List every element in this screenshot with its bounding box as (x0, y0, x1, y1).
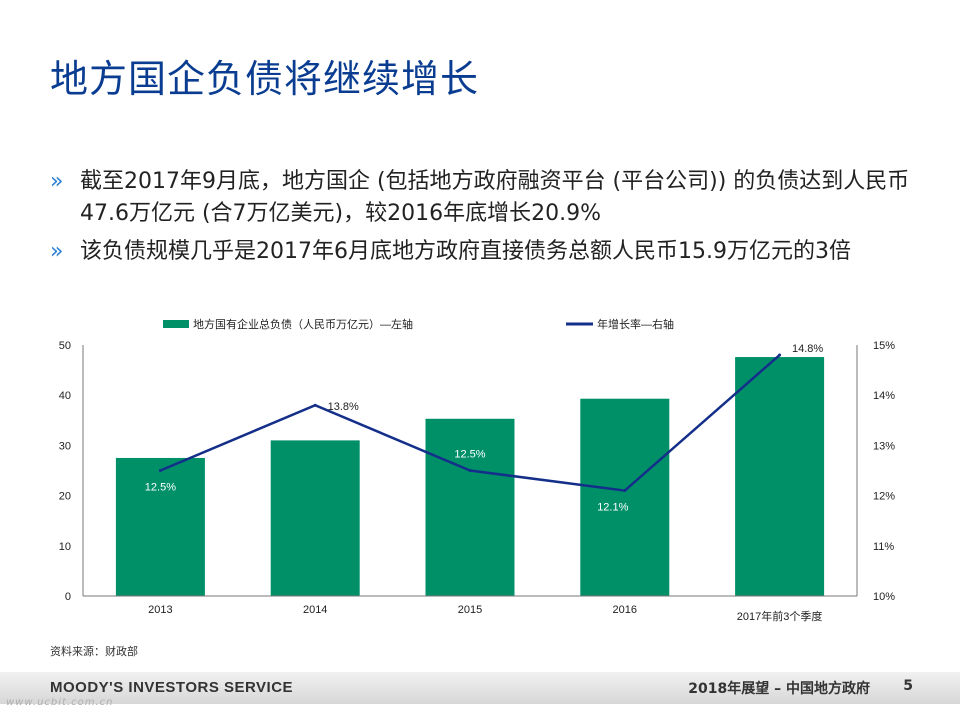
bullet-item: » 截至2017年9月底，地方国企 (包括地方政府融资平台 (平台公司)) 的负… (50, 166, 910, 230)
growth-rate-point (778, 353, 782, 357)
footer-bar (0, 672, 960, 704)
right-tick-label: 10% (873, 591, 895, 603)
growth-data-label: 14.8% (792, 343, 823, 355)
legend-bar-label: 地方国有企业总负债（人民币万亿元）—左轴 (193, 317, 413, 331)
right-tick-label: 13% (873, 440, 895, 452)
left-tick-label: 10 (59, 541, 71, 553)
right-tick-label: 11% (873, 541, 894, 553)
debt-growth-chart: 地方国有企业总负债（人民币万亿元）—左轴 年增长率—右轴 0 10 20 30 40 50 10… (59, 317, 895, 623)
left-tick-label: 0 (65, 591, 71, 603)
x-tick-label: 2015 (458, 604, 482, 616)
left-tick-label: 30 (59, 440, 71, 452)
bullet-text: 截至2017年9月底，地方国企 (包括地方政府融资平台 (平台公司)) 的负债达… (80, 169, 910, 226)
bullet-list: » 截至2017年9月底，地方国企 (包括地方政府融资平台 (平台公司)) 的负… (50, 166, 910, 274)
bar-2016 (580, 398, 670, 596)
x-tick-label: 2016 (613, 604, 637, 616)
right-tick-label: 12% (873, 491, 895, 503)
left-tick-label: 50 (59, 340, 71, 352)
growth-data-label: 12.5% (145, 482, 176, 494)
page-number: 5 (903, 678, 913, 694)
bullet-item: » 该负债规模几乎是2017年6月底地方政府直接债务总额人民币15.9万亿元的3… (50, 236, 910, 268)
footer-brand: MOODY'S INVESTORS SERVICE (50, 679, 294, 696)
growth-data-label: 13.8% (328, 401, 359, 413)
legend-line-label: 年增长率—右轴 (597, 317, 674, 331)
legend-bar-swatch (163, 320, 189, 328)
slide-title: 地方国企负债将继续增长 (50, 57, 480, 101)
watermark: www.ucbit.com.cn (6, 697, 114, 708)
growth-data-label: 12.5% (454, 449, 485, 461)
bullet-text: 该负债规模几乎是2017年6月底地方政府直接债务总额人民币15.9万亿元的3倍 (80, 239, 851, 264)
right-tick-label: 15% (873, 340, 895, 352)
bar-2017年前3个季度 (735, 357, 825, 596)
bullet-marker-icon: » (50, 169, 64, 194)
growth-data-label: 12.1% (597, 502, 628, 514)
source-note: 资料来源：财政部 (50, 645, 138, 658)
right-tick-label: 14% (873, 390, 895, 402)
bar-2013 (115, 457, 205, 596)
growth-rate-point (623, 489, 627, 493)
x-tick-label: 2017年前3个季度 (737, 609, 823, 623)
bullet-marker-icon: » (50, 239, 64, 264)
footer-report-title: 2018年展望 – 中国地方政府 (688, 681, 870, 697)
bar-2015 (425, 418, 515, 596)
left-tick-label: 20 (59, 491, 71, 503)
growth-rate-point (468, 469, 472, 472)
x-tick-label: 2013 (148, 604, 172, 616)
x-tick-label: 2014 (303, 604, 327, 616)
growth-rate-point (158, 469, 162, 472)
growth-rate-point (313, 403, 317, 407)
left-tick-label: 40 (59, 390, 71, 402)
bar-2014 (270, 440, 360, 596)
